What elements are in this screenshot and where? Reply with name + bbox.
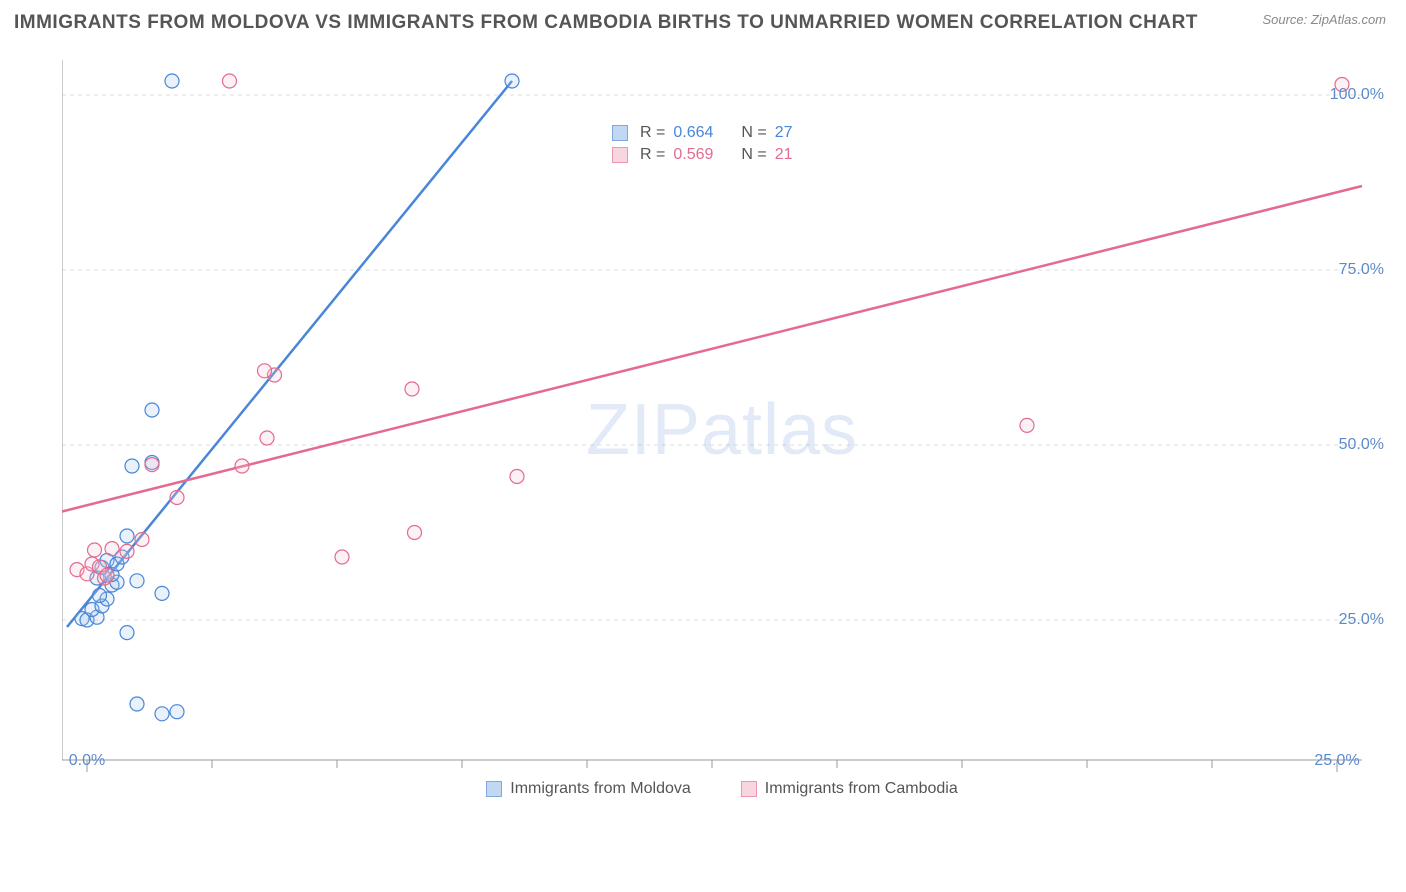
n-value: 21 [775,146,823,164]
n-label: N = [741,146,766,164]
series-label: Immigrants from Moldova [510,780,691,798]
series-legend: Immigrants from Moldova Immigrants from C… [62,780,1382,798]
x-tick-label: 25.0% [1314,752,1359,770]
r-value: 0.569 [673,146,721,164]
legend-swatch [741,781,757,797]
r-label: R = [640,146,665,164]
legend-row-moldova: R = 0.664 N = 27 [612,122,823,144]
n-label: N = [741,124,766,142]
legend-swatch [486,781,502,797]
x-tick-label: 0.0% [69,752,105,770]
series-label: Immigrants from Cambodia [765,780,958,798]
chart-title: IMMIGRANTS FROM MOLDOVA VS IMMIGRANTS FR… [14,12,1198,34]
y-tick-label: 75.0% [1339,261,1384,279]
chart-area: ZIPatlas R =0.664N =27R =0.569N =21 25.0… [62,60,1382,800]
y-tick-label: 50.0% [1339,436,1384,454]
legend-row-cambodia: R = 0.569 N = 21 [612,144,823,166]
y-tick-label: 25.0% [1339,611,1384,629]
legend-swatch [612,147,628,163]
n-value: 27 [775,124,823,142]
r-label: R = [640,124,665,142]
series-legend-item-cambodia: Immigrants from Cambodia [741,780,958,798]
scatter-plot [62,60,1382,800]
correlation-legend: R = 0.664 N = 27 R = 0.569 N = 21 [612,122,823,166]
chart-source: Source: ZipAtlas.com [1262,12,1386,27]
r-value: 0.664 [673,124,721,142]
legend-swatch [612,125,628,141]
series-legend-item-moldova: Immigrants from Moldova [486,780,691,798]
y-tick-label: 100.0% [1330,86,1384,104]
